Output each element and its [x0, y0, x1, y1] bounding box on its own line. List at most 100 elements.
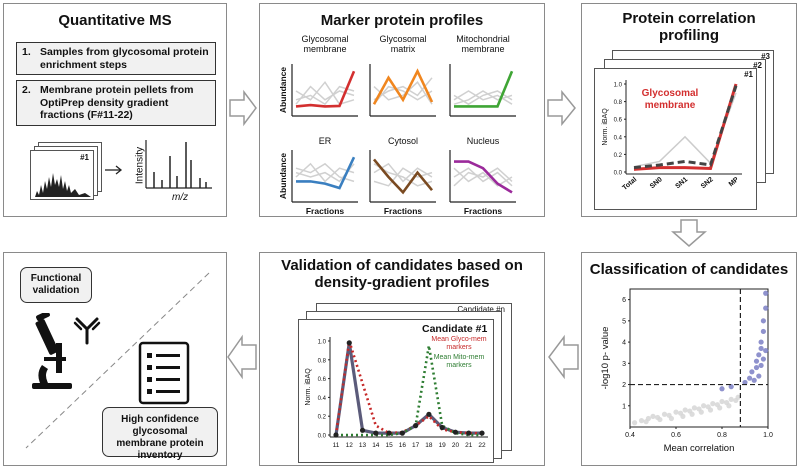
y-tick-label: 1.0: [614, 83, 623, 89]
marker-profile-line: [295, 70, 356, 108]
background-profile-line: [373, 85, 433, 105]
volcano-scatter-chart: 1 2 3 4 5 6 0.4 0.6 0.8 1.0 Mean correlation -log10…: [600, 288, 773, 454]
marker-mean-line: [334, 340, 482, 436]
y-tick-label: 0.0: [614, 171, 623, 177]
antibody-icon: [73, 317, 101, 345]
panel-title: Classification of candidates: [589, 261, 789, 278]
x-tick-label: 19: [439, 442, 447, 449]
x-tick-label: MP: [728, 176, 741, 188]
marker-profile-line: [454, 160, 513, 194]
scatter-point: [661, 411, 668, 417]
panel-classification: Classification of candidates 1 2 3 4 5 6 0.4 0.…: [581, 252, 797, 466]
arrow-validation-to-functional: [227, 334, 257, 380]
sheet-1: #1: [594, 68, 757, 210]
candidate-label: Candidate #1: [422, 323, 488, 335]
scatter-point: [760, 318, 766, 324]
candidate-point: [466, 430, 472, 436]
x-tick-label: 12: [346, 442, 354, 449]
scatter-point: [673, 409, 679, 415]
background-profile-line: [373, 162, 433, 183]
scatter-point: [728, 384, 734, 390]
candidate-point: [346, 340, 352, 346]
scatter-point: [710, 401, 716, 407]
marker-profile-line: [372, 68, 434, 105]
step-number: 2.: [22, 84, 31, 96]
candidate-profile-chart: 0.0 0.2 0.4 0.6 0.8 1.0 11 12 13 14 15 16 17 18 19 20 21…: [305, 337, 488, 449]
scatter-point: [756, 373, 762, 379]
x-tick-label: 18: [425, 442, 433, 449]
marker-profiles-grid: Glycosomal membrane Abundance Glycosomal mat…: [278, 34, 516, 216]
scatter-point: [650, 413, 656, 419]
series-line: [633, 85, 738, 170]
x-tick-label: 21: [465, 442, 473, 449]
step-1-box: 1. Samples from glycosomal protein enric…: [16, 42, 216, 75]
x-tick-label: SN2: [700, 176, 715, 190]
legend-mito: Mean Mito-mem markers: [433, 354, 485, 369]
scatter-point: [719, 386, 725, 392]
panel-title: Validation of candidates based on densit…: [281, 257, 523, 291]
x-axis-label: Fractions: [306, 206, 345, 216]
y-axis-label: Norm. iBAQ: [305, 368, 312, 406]
step-2-box: 2. Membrane protein pellets from OptiPre…: [16, 80, 216, 126]
y-tick-label: 6: [622, 297, 626, 304]
scatter-point: [760, 356, 766, 362]
plot-frame: [629, 288, 769, 428]
sheet-label: #2: [753, 61, 762, 70]
x-tick-label: Total: [621, 176, 638, 192]
scatter-point: [682, 407, 688, 413]
background-profile-line: [295, 85, 355, 106]
x-tick-label: SN1: [674, 176, 689, 190]
y-tick-label: 0.8: [318, 358, 327, 364]
candidate-point: [373, 430, 379, 436]
scatter-point: [726, 403, 732, 409]
chromatogram-icon: [35, 173, 91, 197]
arrow-correlation-to-classification: [671, 219, 707, 247]
y-axis-label: Norm. iBAQ: [602, 108, 609, 146]
subplot-title: Mitochondrial membrane: [456, 34, 510, 54]
marker-subplot-glycosomal-matrix: Glycosomal matrix: [369, 34, 436, 117]
candidate-n-label: Candidate #n: [457, 305, 505, 314]
x-tick-label: 0.4: [625, 432, 635, 439]
diagonal-divider: [25, 272, 210, 449]
x-tick-label: 11: [333, 442, 340, 449]
microscope-icon: [32, 313, 72, 389]
marker-subplot-nucleus: Nucleus Fractions: [449, 136, 516, 216]
mass-spectrum-icon: [145, 140, 212, 189]
scatter-point: [643, 419, 649, 425]
scatter-point: [758, 345, 764, 352]
arrow-to-spectrum: [105, 165, 123, 175]
x-tick-label: SN0: [649, 176, 664, 190]
legend-glyco: Mean Glyco-mem markers: [431, 336, 487, 351]
y-axis-label: Abundance: [278, 67, 288, 114]
scatter-point: [668, 415, 674, 422]
step-number: 1.: [22, 46, 31, 58]
panel-marker-profiles: Marker protein profiles Glycosomal membra…: [259, 3, 545, 217]
candidate-point: [439, 424, 445, 431]
y-tick-label: 0.4: [614, 135, 623, 141]
background-profile-line: [295, 162, 355, 183]
candidate-point: [426, 411, 432, 417]
panel-validation: Validation of candidates based on densit…: [259, 252, 545, 466]
y-tick-label: 0.2: [614, 153, 623, 159]
x-tick-label: 1.0: [763, 432, 773, 439]
series-label: Glycosomal membrane: [641, 88, 699, 111]
sheet-label: #1: [744, 70, 753, 79]
x-tick-label: 0.8: [717, 432, 727, 439]
y-tick-label: 5: [622, 318, 626, 325]
x-tick-label: 17: [412, 442, 420, 449]
arrow-ms-to-marker: [229, 89, 257, 127]
scatter-point: [763, 305, 769, 311]
y-tick-label: 1.0: [318, 340, 327, 346]
panel-title: Protein correlation profiling: [622, 10, 756, 44]
subplot-title: ER: [319, 136, 332, 146]
y-tick-label: 0.2: [318, 415, 327, 421]
panel-title: Marker protein profiles: [320, 12, 484, 29]
subplot-title: Cytosol: [388, 136, 418, 146]
panel-functional-validation: Functional validation High confidence gl…: [3, 252, 227, 466]
correlation-chart: 0.0 0.2 0.4 0.6 0.8 1.0 Total SN0 SN1 SN2 MP Norm. …: [602, 80, 742, 192]
x-tick-label: 20: [452, 442, 460, 449]
x-tick-label: 0.6: [671, 432, 681, 439]
sheet-label: #1: [80, 153, 89, 162]
spectrum-y-label: Intensity: [134, 146, 146, 185]
scatter-point: [763, 290, 769, 296]
